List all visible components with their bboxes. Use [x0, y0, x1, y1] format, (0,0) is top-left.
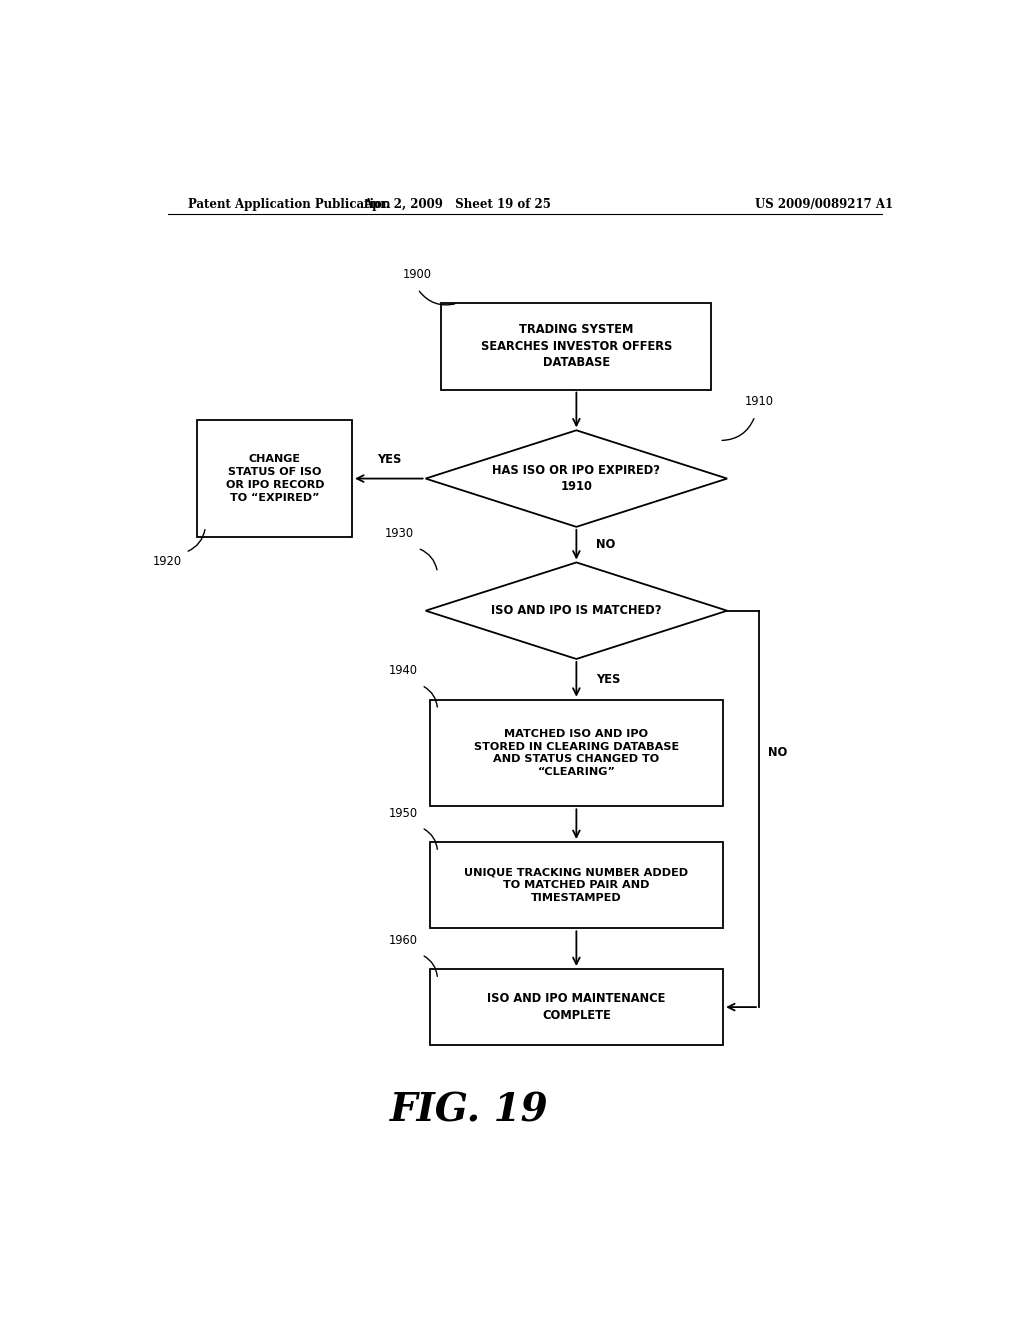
- Text: ISO AND IPO MAINTENANCE
COMPLETE: ISO AND IPO MAINTENANCE COMPLETE: [487, 993, 666, 1022]
- Text: US 2009/0089217 A1: US 2009/0089217 A1: [755, 198, 893, 211]
- FancyBboxPatch shape: [430, 969, 723, 1045]
- Text: UNIQUE TRACKING NUMBER ADDED
TO MATCHED PAIR AND
TIMESTAMPED: UNIQUE TRACKING NUMBER ADDED TO MATCHED …: [464, 867, 688, 903]
- FancyBboxPatch shape: [198, 420, 352, 537]
- Text: YES: YES: [596, 673, 621, 686]
- Polygon shape: [426, 562, 727, 659]
- Text: Apr. 2, 2009   Sheet 19 of 25: Apr. 2, 2009 Sheet 19 of 25: [364, 198, 551, 211]
- FancyBboxPatch shape: [430, 700, 723, 807]
- Text: 1920: 1920: [153, 556, 181, 569]
- Text: 1960: 1960: [389, 933, 418, 946]
- Text: NO: NO: [596, 539, 615, 552]
- Text: MATCHED ISO AND IPO
STORED IN CLEARING DATABASE
AND STATUS CHANGED TO
“CLEARING”: MATCHED ISO AND IPO STORED IN CLEARING D…: [474, 729, 679, 777]
- Text: ISO AND IPO IS MATCHED?: ISO AND IPO IS MATCHED?: [492, 605, 662, 618]
- Text: CHANGE
STATUS OF ISO
OR IPO RECORD
TO “EXPIRED”: CHANGE STATUS OF ISO OR IPO RECORD TO “E…: [225, 454, 324, 503]
- Text: FIG. 19: FIG. 19: [390, 1092, 549, 1130]
- Text: 1950: 1950: [388, 807, 418, 820]
- Text: 1940: 1940: [389, 664, 418, 677]
- Text: 1930: 1930: [385, 527, 414, 540]
- Text: NO: NO: [768, 747, 787, 759]
- Text: 1910: 1910: [744, 395, 773, 408]
- FancyBboxPatch shape: [441, 304, 712, 389]
- Text: YES: YES: [377, 453, 401, 466]
- Text: 1900: 1900: [403, 268, 432, 281]
- Text: Patent Application Publication: Patent Application Publication: [187, 198, 390, 211]
- Text: HAS ISO OR IPO EXPIRED?
1910: HAS ISO OR IPO EXPIRED? 1910: [493, 463, 660, 494]
- FancyBboxPatch shape: [430, 842, 723, 928]
- Text: TRADING SYSTEM
SEARCHES INVESTOR OFFERS
DATABASE: TRADING SYSTEM SEARCHES INVESTOR OFFERS …: [480, 323, 672, 370]
- Polygon shape: [426, 430, 727, 527]
